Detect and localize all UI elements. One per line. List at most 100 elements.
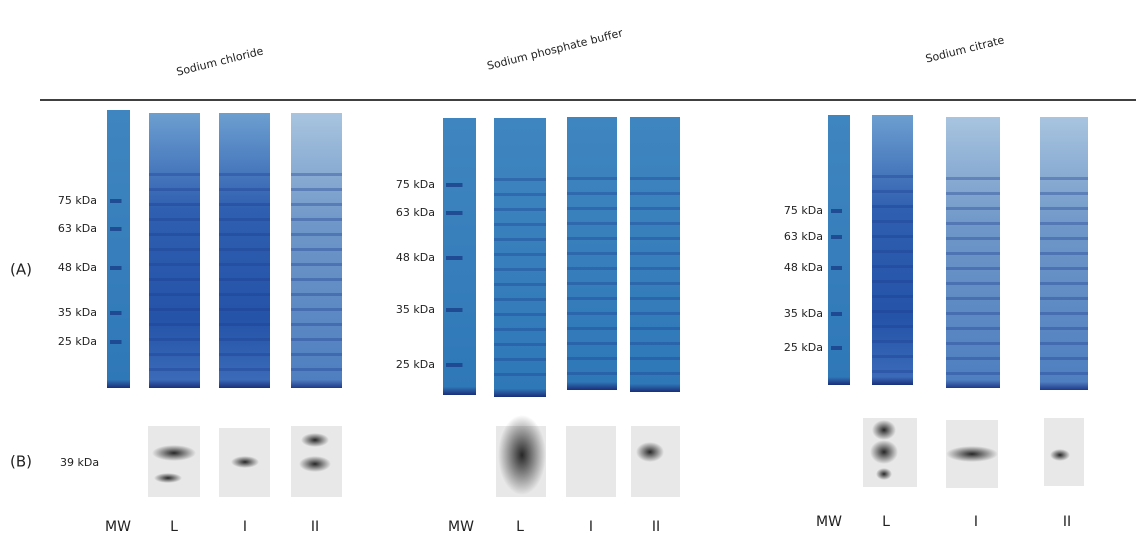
protein-band [291,368,342,371]
protein-band [946,177,1000,180]
protein-band [494,283,546,286]
protein-band [946,282,1000,285]
protein-band [149,293,200,296]
protein-band [1040,327,1088,330]
protein-band [219,203,270,206]
ladder-band [831,312,842,316]
protein-band [872,370,913,373]
ladder-band [446,256,463,260]
protein-band [567,177,617,180]
lane-label: I [589,519,593,535]
protein-band [291,323,342,326]
ladder-band [446,183,463,187]
protein-band [494,298,546,301]
protein-band [1040,312,1088,315]
protein-band [567,312,617,315]
blot-band [870,440,898,464]
protein-band [872,340,913,343]
protein-band [630,237,680,240]
lane-label: L [170,519,178,535]
protein-band [946,267,1000,270]
protein-band [291,173,342,176]
blot-band [154,473,182,483]
protein-band [872,355,913,358]
protein-band [219,188,270,191]
protein-band [1040,297,1088,300]
ladder-band [110,311,122,315]
protein-band [291,218,342,221]
marker-label: 75 kDa [58,194,97,207]
ladder-band [831,266,842,270]
gel-lane [107,110,130,388]
protein-band [149,233,200,236]
protein-band [946,297,1000,300]
western-marker: 39 kDa [60,456,99,469]
protein-band [1040,282,1088,285]
blot [631,426,680,497]
protein-band [149,263,200,266]
ladder-band [831,235,842,239]
protein-band [219,368,270,371]
protein-band [219,338,270,341]
protein-band [149,218,200,221]
protein-band [1040,237,1088,240]
protein-band [630,327,680,330]
blot-band [299,456,331,472]
lane-label: I [974,514,978,530]
marker-label: 63 kDa [396,206,435,219]
protein-band [567,327,617,330]
protein-band [872,175,913,178]
protein-band [149,338,200,341]
row-label: (A) [10,261,32,279]
panel-title: Sodium phosphate buffer [486,26,625,72]
blot-band [636,442,664,462]
protein-band [567,357,617,360]
protein-band [630,177,680,180]
protein-band [219,248,270,251]
protein-band [494,343,546,346]
protein-band [494,328,546,331]
blot-band [876,468,892,480]
protein-band [567,342,617,345]
figure: (A) (B) 39 kDa Sodium chloride75 kDa63 k… [0,0,1136,538]
protein-band [630,282,680,285]
protein-band [219,293,270,296]
protein-band [291,278,342,281]
protein-band [946,207,1000,210]
blot-band [498,415,546,495]
protein-band [1040,192,1088,195]
protein-band [630,342,680,345]
protein-band [149,308,200,311]
lane-label: MW [448,519,474,535]
ladder-band [446,211,463,215]
protein-band [149,173,200,176]
marker-label: 35 kDa [58,306,97,319]
protein-band [567,222,617,225]
protein-band [494,193,546,196]
blot [566,426,616,497]
protein-band [872,325,913,328]
marker-label: 35 kDa [396,303,435,316]
lane-label: MW [105,519,131,535]
ladder-band [446,308,463,312]
protein-band [1040,357,1088,360]
lane-label: I [243,519,247,535]
protein-band [872,220,913,223]
gel-lane [828,115,850,385]
marker-label: 35 kDa [784,307,823,320]
lane-label: L [516,519,524,535]
protein-band [946,237,1000,240]
protein-band [567,297,617,300]
protein-band [567,207,617,210]
lane-label: L [882,514,890,530]
protein-band [567,252,617,255]
protein-band [872,235,913,238]
protein-band [494,253,546,256]
protein-band [291,233,342,236]
protein-band [219,233,270,236]
protein-band [494,223,546,226]
ladder-band [110,227,122,231]
blot-band [231,456,259,468]
protein-band [219,353,270,356]
protein-band [494,178,546,181]
